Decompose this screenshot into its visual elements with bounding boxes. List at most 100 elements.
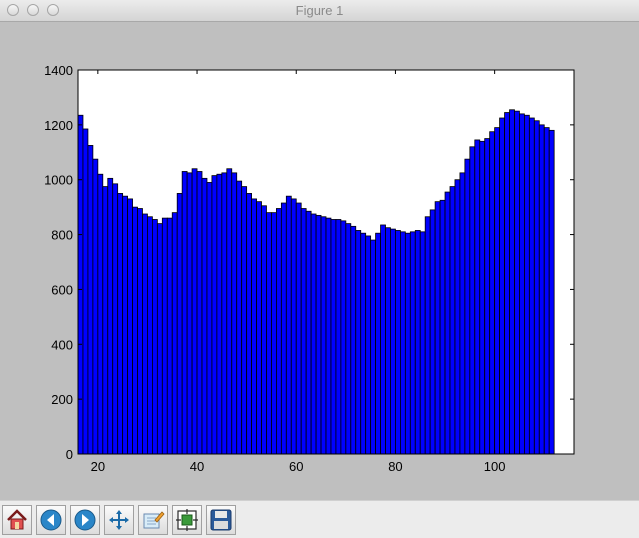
histogram-bar <box>434 201 441 455</box>
histogram-bar <box>97 173 104 455</box>
back-icon <box>40 509 62 531</box>
zoom-window-button[interactable] <box>47 4 59 16</box>
subplots-icon <box>176 509 198 531</box>
histogram-bar <box>127 198 133 455</box>
histogram-bar <box>156 223 163 455</box>
zoom-button[interactable] <box>138 505 168 535</box>
histogram-bar <box>186 172 193 455</box>
home-button[interactable] <box>2 505 32 535</box>
y-tick-label: 400 <box>51 337 73 352</box>
histogram-bar <box>484 138 491 455</box>
pan-button[interactable] <box>104 505 134 535</box>
y-tick-label: 800 <box>51 228 73 243</box>
zoom-icon <box>143 511 165 529</box>
histogram-bar <box>142 213 148 455</box>
histogram-bar <box>320 216 327 455</box>
histogram-bar <box>330 219 337 455</box>
histogram-bar <box>419 231 426 455</box>
histogram-bar <box>380 224 386 455</box>
histogram-bar <box>102 186 109 455</box>
histogram-bar <box>449 186 456 455</box>
histogram-bar <box>439 199 446 455</box>
navigation-toolbar <box>0 500 639 538</box>
save-button[interactable] <box>206 505 236 535</box>
histogram-bar <box>231 172 238 455</box>
histogram-bar <box>305 210 312 455</box>
forward-icon <box>74 509 96 531</box>
histogram-bar <box>533 120 540 455</box>
forward-button[interactable] <box>70 505 100 535</box>
x-tick-label: 20 <box>91 459 105 474</box>
minimize-window-button[interactable] <box>27 4 39 16</box>
histogram-bar <box>241 186 248 455</box>
histogram-bar <box>112 183 119 455</box>
histogram-bar <box>370 239 377 455</box>
histogram-bar <box>151 219 158 455</box>
histogram-bar <box>509 109 515 455</box>
histogram-bar <box>399 231 406 455</box>
histogram-bar <box>226 168 233 455</box>
histogram-bar <box>409 231 416 455</box>
histogram-bar <box>499 117 505 455</box>
histogram-bar <box>404 232 411 455</box>
histogram-bar <box>360 232 367 455</box>
histogram-bar <box>92 158 99 455</box>
histogram-bar <box>236 180 243 455</box>
histogram-bar <box>117 193 124 455</box>
y-tick-label: 1000 <box>44 173 73 188</box>
histogram-bar <box>216 173 223 455</box>
histogram-bar <box>196 171 203 455</box>
histogram-bar <box>310 213 317 455</box>
window-titlebar: Figure 1 <box>0 0 639 22</box>
y-tick-label: 1200 <box>44 118 73 133</box>
histogram-bar <box>315 214 322 455</box>
histogram-bar <box>211 175 218 455</box>
histogram-bar <box>325 217 332 455</box>
histogram-bar <box>87 145 94 455</box>
histogram-bar <box>275 208 282 455</box>
y-tick-label: 1400 <box>44 63 73 78</box>
histogram-bar <box>191 168 198 455</box>
histogram-bar <box>385 227 391 455</box>
x-tick-label: 40 <box>190 459 204 474</box>
histogram-bar <box>494 127 501 455</box>
histogram-bar <box>479 140 486 455</box>
y-tick-label: 600 <box>51 282 73 297</box>
histogram-bar <box>543 127 550 455</box>
histogram-bar <box>176 193 183 455</box>
histogram-bar <box>355 230 362 455</box>
back-button[interactable] <box>36 505 66 535</box>
histogram-bar <box>504 112 510 455</box>
histogram-bar <box>266 212 272 455</box>
histogram-bar <box>256 201 262 455</box>
histogram-bar <box>122 195 128 455</box>
x-tick-label: 60 <box>289 459 303 474</box>
histogram-bar <box>390 228 396 455</box>
histogram-bar <box>300 208 307 455</box>
histogram-bar <box>444 191 451 455</box>
close-window-button[interactable] <box>7 4 19 16</box>
histogram-bar <box>424 216 431 455</box>
histogram-bar <box>538 124 545 455</box>
subplots-button[interactable] <box>172 505 202 535</box>
histogram-bar <box>469 146 476 455</box>
x-tick-label: 100 <box>484 459 506 474</box>
histogram-bar <box>459 172 466 455</box>
histogram-bar <box>345 223 352 455</box>
histogram-bar <box>82 128 89 455</box>
histogram-bar <box>171 212 178 455</box>
histogram-bar <box>454 179 461 455</box>
histogram-bar <box>375 232 381 455</box>
histogram-bar <box>290 198 297 455</box>
histogram-bar <box>246 193 252 455</box>
histogram-bar <box>251 198 257 455</box>
histogram-bar <box>137 208 143 455</box>
histogram-bar <box>271 212 277 455</box>
histogram-bar <box>350 225 357 455</box>
histogram-bar <box>395 230 401 455</box>
histogram-bar <box>524 114 530 455</box>
histogram-bar <box>201 177 208 455</box>
histogram-bar <box>166 217 173 455</box>
histogram-bar <box>489 131 496 455</box>
histogram-bar <box>429 209 436 455</box>
